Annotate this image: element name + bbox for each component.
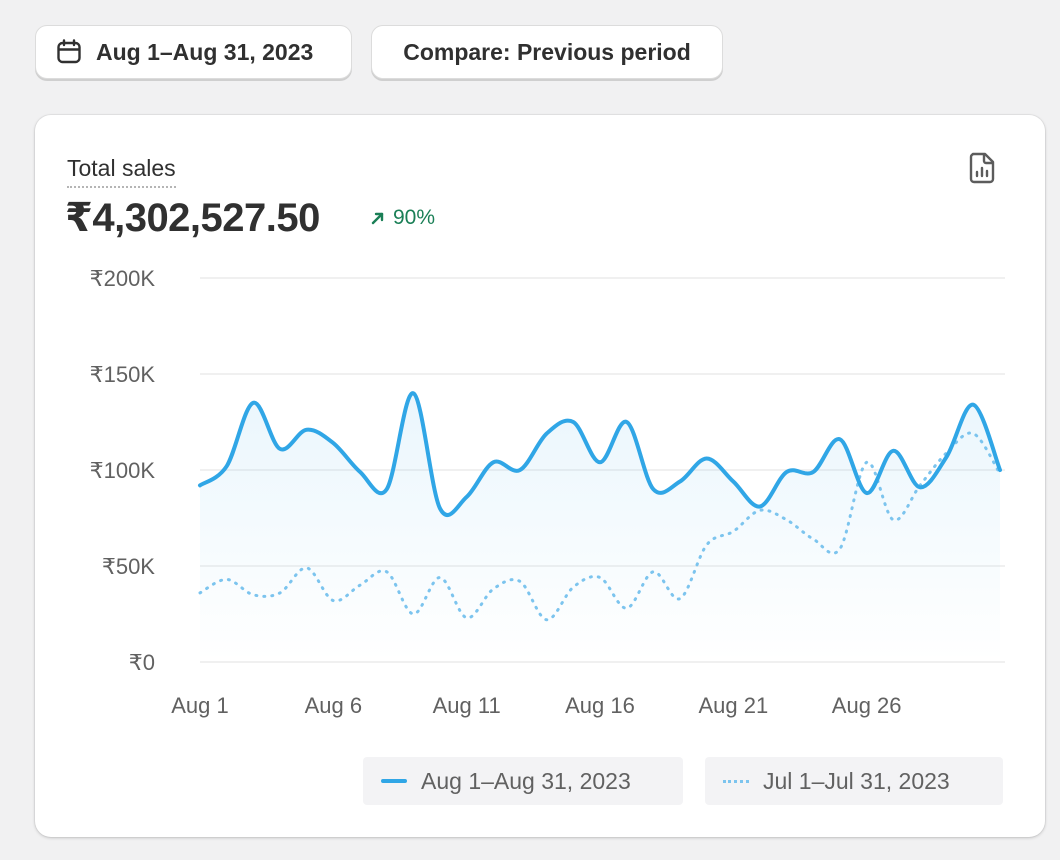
data-point-previous bbox=[890, 517, 896, 523]
metric-title[interactable]: Total sales bbox=[67, 155, 176, 188]
data-point-current bbox=[810, 469, 816, 475]
legend-label-previous: Jul 1–Jul 31, 2023 bbox=[763, 767, 950, 794]
data-point-current bbox=[784, 469, 790, 475]
data-point-previous bbox=[784, 517, 790, 523]
data-point-previous bbox=[437, 575, 443, 581]
data-point-previous bbox=[517, 578, 523, 584]
compare-period-button[interactable]: Compare: Previous period bbox=[371, 25, 723, 79]
y-tick-label: ₹200K bbox=[90, 266, 156, 291]
data-point-current bbox=[410, 390, 416, 396]
data-point-current bbox=[570, 419, 576, 425]
data-point-current bbox=[597, 459, 603, 465]
data-point-current bbox=[544, 431, 550, 437]
data-point-previous bbox=[970, 431, 976, 437]
sales-line-chart: ₹0 ₹50K ₹100K ₹150K ₹200K Aug 1 Aug 6 Aug 11 Au… bbox=[90, 266, 1005, 718]
compare-label: Compare: Previous period bbox=[403, 38, 691, 65]
x-tick-label: Aug 21 bbox=[698, 693, 768, 718]
data-point-current bbox=[677, 479, 683, 485]
data-point-current bbox=[704, 455, 710, 461]
data-point-previous bbox=[917, 482, 923, 488]
data-point-previous bbox=[650, 569, 656, 575]
data-point-current bbox=[490, 459, 496, 465]
metric-change-value: 90% bbox=[393, 206, 436, 229]
y-tick-label: ₹150K bbox=[90, 362, 156, 387]
data-point-current bbox=[357, 469, 363, 475]
current-series-area bbox=[200, 393, 1000, 662]
data-point-previous bbox=[757, 507, 763, 513]
data-point-previous bbox=[997, 471, 1003, 477]
data-point-current bbox=[517, 467, 523, 473]
data-point-current bbox=[730, 479, 736, 485]
series-line-current bbox=[198, 391, 1002, 517]
date-range-button[interactable]: Aug 1–Aug 31, 2023 bbox=[35, 25, 352, 79]
dotted-line-swatch bbox=[723, 779, 749, 783]
metric-change-badge: 90% bbox=[371, 206, 435, 230]
data-point-current bbox=[624, 419, 630, 425]
data-point-current bbox=[304, 427, 310, 433]
data-point-previous bbox=[624, 605, 630, 611]
data-point-previous bbox=[704, 542, 710, 548]
data-point-current bbox=[890, 448, 896, 454]
data-point-previous bbox=[330, 598, 336, 604]
data-point-current bbox=[330, 440, 336, 446]
data-point-previous bbox=[730, 528, 736, 534]
data-point-current bbox=[384, 486, 390, 492]
data-point-previous bbox=[597, 575, 603, 581]
total-sales-card: Total sales ₹4,302,527.50 90% ₹0 ₹50K ₹10 bbox=[35, 115, 1045, 837]
data-point-previous bbox=[837, 546, 843, 552]
data-point-previous bbox=[864, 459, 870, 465]
y-tick-label: ₹0 bbox=[129, 650, 155, 675]
legend-item-previous-period[interactable]: Jul 1–Jul 31, 2023 bbox=[705, 757, 1003, 805]
x-tick-label: Aug 26 bbox=[832, 693, 902, 718]
x-tick-label: Aug 11 bbox=[433, 693, 501, 718]
calendar-icon bbox=[56, 39, 82, 65]
data-point-current bbox=[197, 482, 203, 488]
data-point-current bbox=[224, 463, 230, 469]
data-point-previous bbox=[357, 582, 363, 588]
data-point-previous bbox=[250, 592, 256, 598]
data-point-previous bbox=[570, 584, 576, 590]
data-point-previous bbox=[410, 611, 416, 617]
data-point-previous bbox=[384, 569, 390, 575]
data-point-current bbox=[250, 400, 256, 406]
y-tick-label: ₹100K bbox=[90, 458, 156, 483]
data-point-previous bbox=[224, 576, 230, 582]
data-point-previous bbox=[464, 615, 470, 621]
data-point-previous bbox=[544, 617, 550, 623]
x-tick-label: Aug 1 bbox=[171, 693, 229, 718]
y-tick-label: ₹50K bbox=[102, 554, 155, 579]
x-tick-label: Aug 6 bbox=[305, 693, 363, 718]
solid-line-swatch bbox=[381, 779, 407, 783]
x-tick-label: Aug 16 bbox=[565, 693, 635, 718]
data-point-previous bbox=[944, 450, 950, 456]
data-point-current bbox=[837, 436, 843, 442]
data-point-previous bbox=[810, 536, 816, 542]
data-point-current bbox=[970, 402, 976, 408]
data-point-previous bbox=[277, 590, 283, 596]
export-report-icon[interactable] bbox=[968, 152, 996, 184]
data-point-current bbox=[650, 486, 656, 492]
date-range-label: Aug 1–Aug 31, 2023 bbox=[96, 38, 314, 65]
data-point-current bbox=[277, 446, 283, 452]
legend-item-current-period[interactable]: Aug 1–Aug 31, 2023 bbox=[363, 757, 683, 805]
data-point-previous bbox=[304, 565, 310, 571]
data-point-previous bbox=[677, 596, 683, 602]
data-point-previous bbox=[490, 586, 496, 592]
data-point-current bbox=[437, 505, 443, 511]
arrow-up-right-icon bbox=[371, 211, 385, 225]
series-line-previous bbox=[198, 431, 1002, 622]
data-point-current bbox=[464, 494, 470, 500]
data-point-current bbox=[864, 490, 870, 496]
metric-value: ₹4,302,527.50 bbox=[65, 196, 320, 240]
data-point-previous bbox=[197, 590, 203, 596]
legend-label-current: Aug 1–Aug 31, 2023 bbox=[421, 767, 631, 794]
